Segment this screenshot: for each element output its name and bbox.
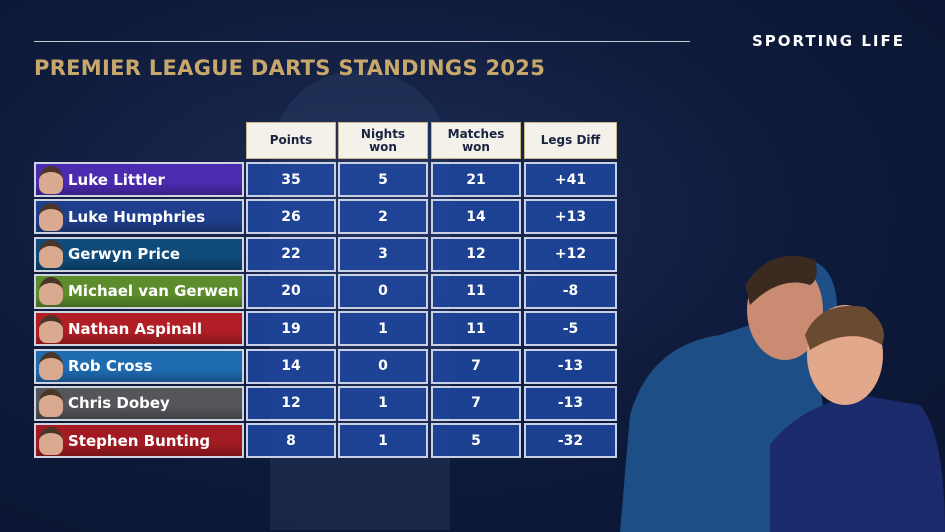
player-avatar xyxy=(39,277,63,306)
cell-legs: -13 xyxy=(524,385,617,421)
player-avatar xyxy=(39,165,63,194)
cell-nights: 3 xyxy=(338,236,428,272)
cell-matches: 11 xyxy=(431,311,521,347)
player-name: Nathan Aspinall xyxy=(68,319,203,338)
player-name: Michael van Gerwen xyxy=(68,282,239,301)
cell-points: 35 xyxy=(246,162,336,197)
player-name-cell: Rob Cross xyxy=(34,348,244,384)
cell-points: 20 xyxy=(246,273,336,309)
cell-nights: 2 xyxy=(338,199,428,235)
cell-matches: 11 xyxy=(431,273,521,309)
cell-matches: 5 xyxy=(431,423,521,459)
player-name-cell: Michael van Gerwen xyxy=(34,273,244,309)
player-name: Stephen Bunting xyxy=(68,431,211,450)
cell-nights: 1 xyxy=(338,423,428,459)
cell-legs: +41 xyxy=(524,162,617,197)
column-header-matches-won: Matches won xyxy=(431,122,521,159)
cell-matches: 14 xyxy=(431,199,521,235)
player-avatar xyxy=(39,389,63,418)
page-title: PREMIER LEAGUE DARTS STANDINGS 2025 xyxy=(34,56,546,80)
cell-nights: 0 xyxy=(338,348,428,384)
player-name: Chris Dobey xyxy=(68,394,170,413)
player-name-cell: Luke Littler xyxy=(34,162,244,197)
cell-matches: 21 xyxy=(431,162,521,197)
cell-legs: -32 xyxy=(524,423,617,459)
player-avatar xyxy=(39,426,63,455)
player-avatar xyxy=(39,314,63,343)
cell-matches: 12 xyxy=(431,236,521,272)
cell-legs: -8 xyxy=(524,273,617,309)
brand-logo: SPORTING LIFE xyxy=(752,32,905,50)
cell-points: 26 xyxy=(246,199,336,235)
cell-legs: -13 xyxy=(524,348,617,384)
player-name: Gerwyn Price xyxy=(68,245,181,264)
cell-legs: +13 xyxy=(524,199,617,235)
cell-legs: -5 xyxy=(524,311,617,347)
cell-nights: 1 xyxy=(338,311,428,347)
cell-points: 14 xyxy=(246,348,336,384)
column-header-legs-diff: Legs Diff xyxy=(524,122,617,159)
cell-points: 19 xyxy=(246,311,336,347)
cell-nights: 0 xyxy=(338,273,428,309)
divider xyxy=(34,41,690,42)
cell-points: 22 xyxy=(246,236,336,272)
player-name-cell: Luke Humphries xyxy=(34,199,244,235)
cell-nights: 1 xyxy=(338,385,428,421)
cell-matches: 7 xyxy=(431,385,521,421)
player-name-cell: Stephen Bunting xyxy=(34,423,244,459)
column-header-nights-won: Nights won xyxy=(338,122,428,159)
player-name-cell: Chris Dobey xyxy=(34,385,244,421)
player-name: Luke Littler xyxy=(68,170,165,189)
column-header-points: Points xyxy=(246,122,336,159)
player-avatar xyxy=(39,240,63,269)
player-avatar xyxy=(39,352,63,380)
player-name-cell: Gerwyn Price xyxy=(34,236,244,272)
player-name: Rob Cross xyxy=(68,357,153,375)
player-name: Luke Humphries xyxy=(68,207,206,226)
cell-matches: 7 xyxy=(431,348,521,384)
cell-points: 8 xyxy=(246,423,336,459)
cell-nights: 5 xyxy=(338,162,428,197)
cell-legs: +12 xyxy=(524,236,617,272)
cell-points: 12 xyxy=(246,385,336,421)
players-photo xyxy=(620,255,945,532)
player-avatar xyxy=(39,202,63,231)
player-name-cell: Nathan Aspinall xyxy=(34,311,244,347)
